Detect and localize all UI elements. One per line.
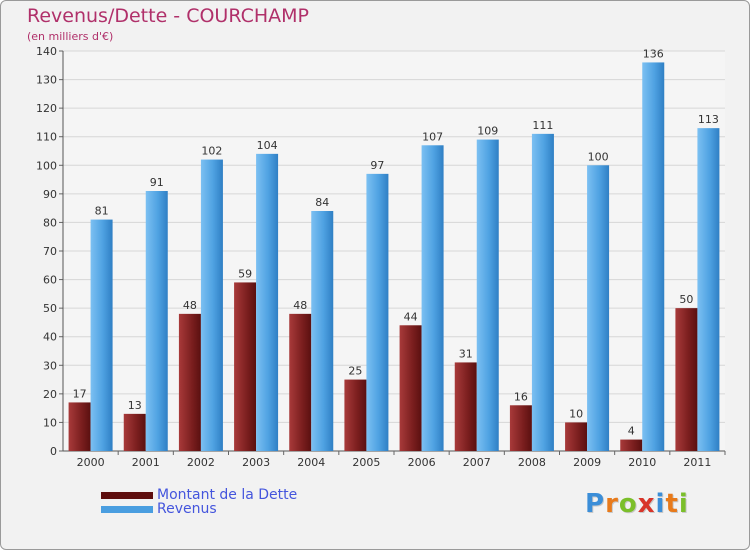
bar-debt-2008 <box>509 405 532 451</box>
bar-debt-2004 <box>289 313 312 451</box>
y-tick-label-80: 80 <box>43 216 57 229</box>
bar-debt-2006 <box>399 325 422 451</box>
x-tick-label-2008: 2008 <box>518 456 546 469</box>
x-tick-label-2004: 2004 <box>297 456 325 469</box>
bar-revenue-2010 <box>642 62 665 452</box>
data-label-revenue-2002: 102 <box>201 145 222 158</box>
data-label-debt-2008: 16 <box>514 390 528 403</box>
data-label-revenue-2011: 113 <box>698 113 719 126</box>
x-tick-label-2011: 2011 <box>683 456 711 469</box>
bar-revenue-2003 <box>256 153 279 451</box>
legend-item-revenue: Revenus <box>101 501 217 517</box>
bar-revenue-2006 <box>421 145 444 452</box>
x-tick-label-2005: 2005 <box>352 456 380 469</box>
bar-revenue-2000 <box>90 219 113 451</box>
bar-debt-2009 <box>565 422 588 451</box>
data-label-debt-2001: 13 <box>128 399 142 412</box>
y-tick-label-110: 110 <box>36 131 57 144</box>
y-tick-label-130: 130 <box>36 74 57 87</box>
proxiti-logo: Proxiti <box>585 489 689 519</box>
y-tick-label-10: 10 <box>43 416 57 429</box>
y-tick-label-0: 0 <box>50 445 57 458</box>
bar-debt-2003 <box>234 282 257 451</box>
data-label-revenue-2003: 104 <box>257 139 278 152</box>
bar-revenue-2004 <box>311 211 334 451</box>
x-tick-label-2010: 2010 <box>628 456 656 469</box>
chart-title: Revenus/Dette - COURCHAMP <box>27 5 309 27</box>
legend-swatch-revenue <box>101 505 153 513</box>
data-label-debt-2009: 10 <box>569 407 583 420</box>
x-tick-label-2007: 2007 <box>463 456 491 469</box>
bar-revenue-2011 <box>697 128 720 451</box>
x-tick-label-2009: 2009 <box>573 456 601 469</box>
legend-label-debt: Montant de la Dette <box>157 487 298 503</box>
bar-revenue-2001 <box>145 191 168 451</box>
bar-debt-2007 <box>454 362 477 451</box>
data-label-revenue-2009: 100 <box>588 150 609 163</box>
y-tick-label-70: 70 <box>43 245 57 258</box>
bar-revenue-2007 <box>476 139 499 452</box>
data-label-revenue-2010: 136 <box>643 47 664 60</box>
y-tick-label-90: 90 <box>43 188 57 201</box>
chart-subtitle: (en milliers d'€) <box>27 30 114 43</box>
data-label-debt-2007: 31 <box>459 347 473 360</box>
bar-debt-2010 <box>620 439 643 451</box>
y-tick-label-60: 60 <box>43 274 57 287</box>
data-label-revenue-2007: 109 <box>477 125 498 138</box>
data-label-revenue-2005: 97 <box>370 159 384 172</box>
bar-revenue-2008 <box>531 133 554 451</box>
y-tick-label-140: 140 <box>36 45 57 58</box>
x-tick-label-2000: 2000 <box>77 456 105 469</box>
x-tick-label-2002: 2002 <box>187 456 215 469</box>
x-tick-label-2001: 2001 <box>132 456 160 469</box>
legend-item-debt: Montant de la Dette <box>101 487 297 503</box>
bar-revenue-2002 <box>200 159 223 452</box>
data-label-debt-2004: 48 <box>293 299 307 312</box>
y-tick-label-50: 50 <box>43 302 57 315</box>
data-label-debt-2005: 25 <box>348 365 362 378</box>
data-label-debt-2010: 4 <box>628 425 635 438</box>
bar-debt-2011 <box>675 308 698 451</box>
data-label-debt-2002: 48 <box>183 299 197 312</box>
y-tick-label-30: 30 <box>43 359 57 372</box>
bar-debt-2002 <box>178 313 201 451</box>
y-tick-label-40: 40 <box>43 331 57 344</box>
data-label-debt-2006: 44 <box>404 310 418 323</box>
x-tick-label-2006: 2006 <box>408 456 436 469</box>
data-label-debt-2003: 59 <box>238 267 252 280</box>
y-tick-label-100: 100 <box>36 159 57 172</box>
bar-revenue-2005 <box>366 173 389 451</box>
bar-revenue-2009 <box>587 165 610 452</box>
x-tick-label-2003: 2003 <box>242 456 270 469</box>
y-tick-label-20: 20 <box>43 388 57 401</box>
data-label-revenue-2008: 111 <box>532 119 553 132</box>
data-label-revenue-2000: 81 <box>95 205 109 218</box>
bar-debt-2001 <box>123 413 146 451</box>
legend-swatch-debt <box>101 491 153 499</box>
data-label-debt-2011: 50 <box>679 293 693 306</box>
data-label-debt-2000: 17 <box>73 387 87 400</box>
data-label-revenue-2006: 107 <box>422 130 443 143</box>
bar-debt-2000 <box>68 402 91 451</box>
data-label-revenue-2004: 84 <box>315 196 329 209</box>
data-label-revenue-2001: 91 <box>150 176 164 189</box>
legend-label-revenue: Revenus <box>157 501 217 517</box>
y-tick-label-120: 120 <box>36 102 57 115</box>
bar-debt-2005 <box>344 379 367 451</box>
